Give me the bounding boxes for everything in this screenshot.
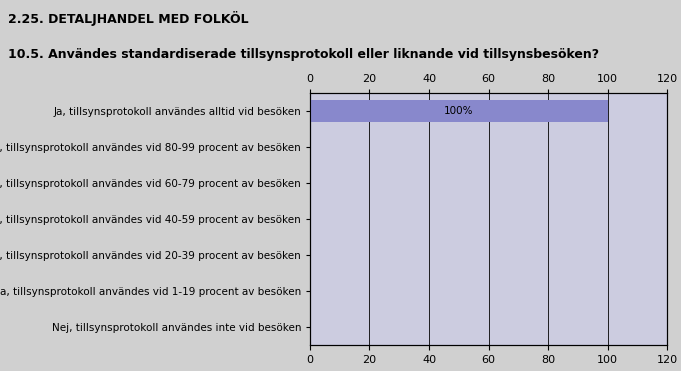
Text: 2.25. DETALJHANDEL MED FOLKÖL: 2.25. DETALJHANDEL MED FOLKÖL — [8, 11, 249, 26]
Bar — [310, 100, 607, 122]
Text: 10.5. Användes standardiserade tillsynsprotokoll eller liknande vid tillsynsbesö: 10.5. Användes standardiserade tillsynsp… — [8, 48, 599, 61]
Text: 100%: 100% — [444, 106, 473, 116]
